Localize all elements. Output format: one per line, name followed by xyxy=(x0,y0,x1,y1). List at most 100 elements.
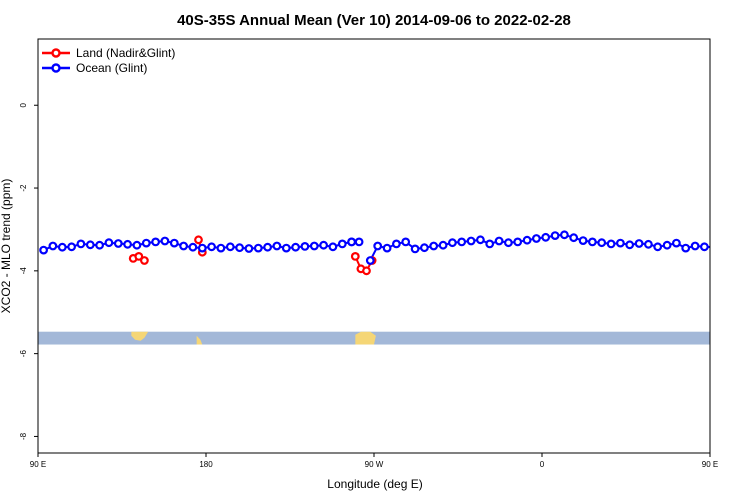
data-point xyxy=(392,239,401,249)
y-tick-label: -2 xyxy=(19,184,28,192)
data-point xyxy=(569,233,579,243)
data-point xyxy=(57,242,67,252)
data-point xyxy=(113,239,123,248)
data-point xyxy=(141,238,151,248)
data-point xyxy=(494,236,504,246)
data-point xyxy=(401,237,411,247)
data-point xyxy=(362,266,371,276)
data-point xyxy=(139,256,149,265)
data-point xyxy=(207,242,217,252)
data-point xyxy=(550,231,560,241)
data-point xyxy=(197,243,207,253)
map-land-new-zealand xyxy=(196,335,203,345)
data-point xyxy=(253,243,263,253)
data-point xyxy=(634,239,644,248)
data-point xyxy=(188,242,198,252)
data-point xyxy=(95,240,104,250)
data-point xyxy=(244,244,254,253)
data-point xyxy=(347,237,357,247)
data-point xyxy=(160,236,170,246)
data-point xyxy=(39,245,48,255)
legend-item: Land (Nadir&Glint) xyxy=(42,46,175,60)
y-tick-label: -4 xyxy=(19,267,28,275)
data-point xyxy=(300,241,310,251)
data-point xyxy=(319,240,329,250)
data-point xyxy=(169,238,179,248)
data-point xyxy=(132,240,142,250)
data-point xyxy=(625,240,635,250)
data-point xyxy=(662,240,672,250)
data-point xyxy=(373,241,383,251)
map-strip xyxy=(38,331,710,345)
series-points xyxy=(39,230,709,276)
data-point xyxy=(365,256,375,265)
data-point xyxy=(438,240,448,250)
data-point xyxy=(541,232,551,242)
data-point xyxy=(291,242,301,252)
data-point xyxy=(690,241,700,251)
data-point xyxy=(522,235,532,245)
data-point xyxy=(644,239,653,249)
data-point xyxy=(672,238,681,248)
x-tick-label: 90 E xyxy=(702,460,718,469)
data-point xyxy=(382,243,392,253)
x-tick-label: 0 xyxy=(540,460,545,469)
y-tick-label: -6 xyxy=(19,350,28,358)
data-point xyxy=(225,242,235,252)
data-point xyxy=(263,242,273,252)
data-point xyxy=(429,241,439,251)
data-point xyxy=(281,243,291,253)
data-point xyxy=(272,241,282,251)
data-point xyxy=(606,239,616,249)
y-tick-label: 0 xyxy=(19,102,28,107)
data-point xyxy=(476,235,485,245)
map-land-australia xyxy=(131,331,149,341)
x-tick-label: 90 W xyxy=(365,460,384,469)
data-point xyxy=(194,235,203,245)
data-point xyxy=(420,243,429,253)
data-point xyxy=(560,230,569,240)
legend-label: Land (Nadir&Glint) xyxy=(76,46,175,60)
legend-marker xyxy=(51,48,61,58)
data-point xyxy=(457,237,467,247)
data-point xyxy=(513,237,523,247)
y-axis-label: XCO2 - MLO trend (ppm) xyxy=(0,179,13,314)
data-point xyxy=(448,238,457,248)
data-point xyxy=(179,241,189,251)
data-point xyxy=(67,242,76,252)
data-point xyxy=(123,239,132,249)
data-point xyxy=(653,242,663,252)
map-land-south-america xyxy=(355,331,376,345)
data-point xyxy=(216,243,226,253)
x-tick-label: 90 E xyxy=(30,460,46,469)
data-point xyxy=(410,244,420,254)
data-point xyxy=(350,251,360,261)
legend-item: Ocean (Glint) xyxy=(42,61,147,75)
data-point xyxy=(504,238,513,248)
data-point xyxy=(578,236,588,246)
data-point xyxy=(532,234,541,243)
y-axis: 0 -2 -4 -6 -8 xyxy=(19,102,38,440)
data-point xyxy=(328,242,338,252)
data-point xyxy=(588,237,597,247)
data-point xyxy=(466,236,476,246)
data-point xyxy=(616,238,625,248)
data-point xyxy=(85,240,95,250)
data-point xyxy=(700,242,709,252)
y-tick-label: -8 xyxy=(19,432,28,440)
chart-title: 40S-35S Annual Mean (Ver 10) 2014-09-06 … xyxy=(177,12,571,29)
legend: Land (Nadir&Glint)Ocean (Glint) xyxy=(42,46,175,75)
data-point xyxy=(337,239,347,249)
series-line xyxy=(43,239,352,252)
data-point xyxy=(151,237,161,247)
data-point xyxy=(104,238,114,248)
x-axis-label: Longitude (deg E) xyxy=(327,477,422,491)
data-point xyxy=(354,237,364,247)
legend-label: Ocean (Glint) xyxy=(76,61,147,75)
data-point xyxy=(309,241,319,251)
data-point xyxy=(235,243,245,253)
data-point xyxy=(48,241,58,251)
data-point xyxy=(485,239,495,249)
data-point xyxy=(134,251,144,261)
